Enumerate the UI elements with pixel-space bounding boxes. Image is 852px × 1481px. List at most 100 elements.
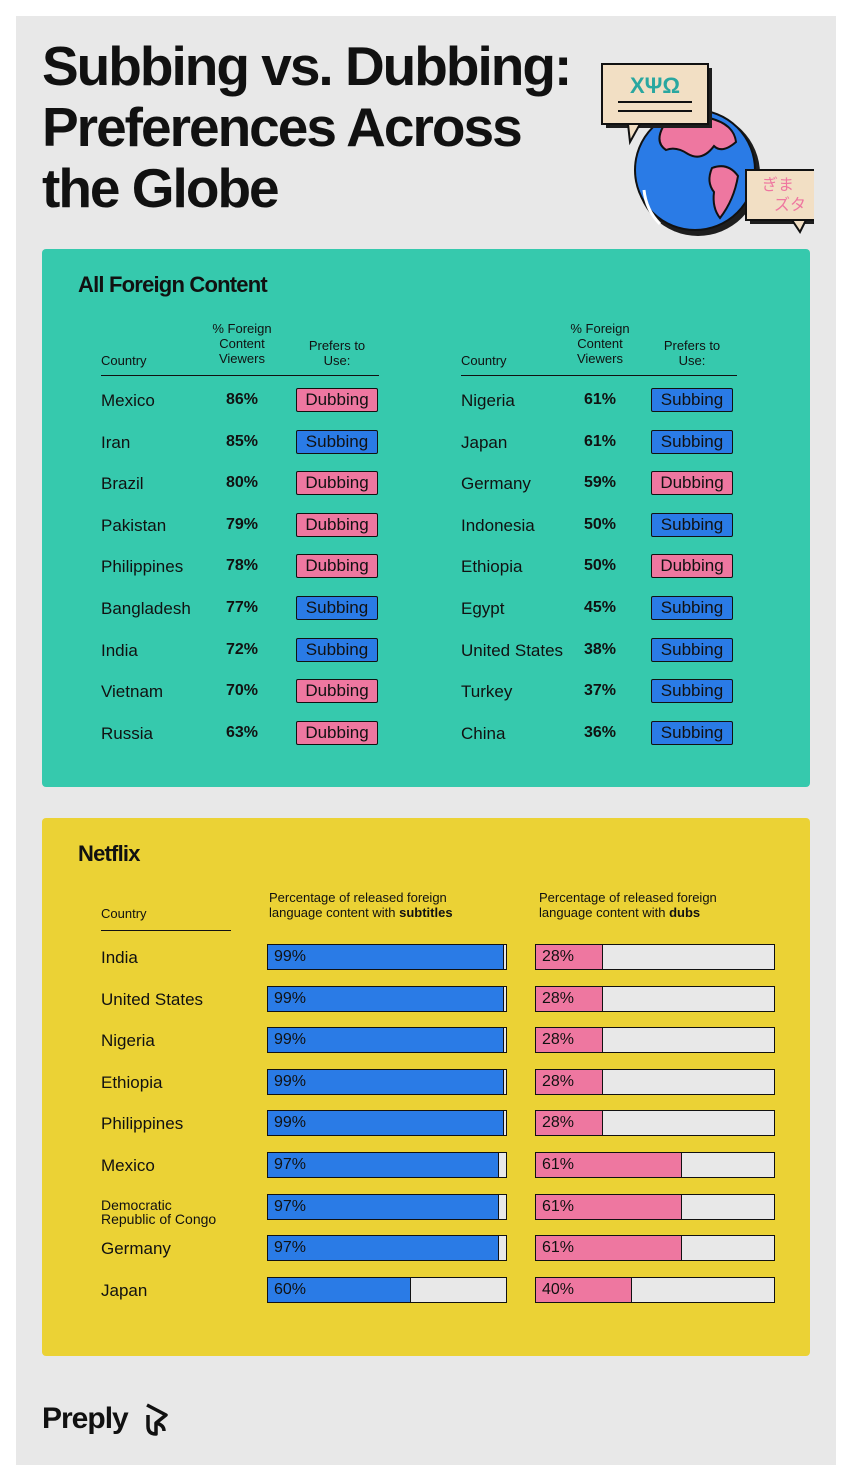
preference-badge: Dubbing [651,471,733,496]
viewer-percentage: 50% [583,557,617,575]
subtitles-bar [268,1194,499,1219]
dubs-bar [536,1153,682,1177]
header-dubs-line-2-text: language content with [539,905,670,920]
country-name: Vietnam [101,682,164,702]
dubs-bar [536,1236,682,1261]
dubs-bar-track: 40% [535,1276,775,1303]
preference-badge: Subbing [651,637,733,662]
country-name: United States [461,640,564,660]
dubs-bar [536,945,604,969]
subtitles-value-label: 99% [274,1072,307,1090]
subtitles-value-label: 99% [274,948,307,965]
country-name: Indonesia [461,515,535,535]
header-dubs-bold: dubs [669,905,701,920]
dubs-bar [536,1277,632,1302]
preference-badge: Dubbing [296,471,378,496]
header-subtitles-bold: subtitles [399,905,453,920]
speech-bubble-right: ぎま ズタ [745,169,814,234]
table-row: United States 38% Subbing [461,637,801,667]
table-row: Brazil 80% Dubbing [101,470,441,500]
header-dubs-line-2: language content with dubs [539,905,717,920]
viewer-percentage: 78% [225,557,259,575]
viewer-percentage: 72% [225,640,259,658]
country-name: Germany [461,474,531,494]
viewer-percentage: 59% [583,474,617,492]
subtitles-bar-track: 60% [267,1276,507,1303]
dubs-bar [536,1111,604,1136]
globe-icon [634,109,760,236]
country-name: Democratic Republic of Congo [101,1196,217,1227]
infographic-page: Subbing vs. Dubbing: Preferences Across … [16,16,836,1465]
preference-badge: Subbing [296,429,378,454]
subtitles-value-label: 97% [274,1156,307,1173]
country-name: Russia [101,723,153,743]
globe-illustration: ΧΨΩ ぎま ズタ [601,63,814,236]
country-name: Philippines [101,1114,184,1134]
dubs-bar [536,1069,604,1094]
dubs-value-label: 28% [542,1072,575,1090]
subtitles-bar-track: 99% [267,944,507,970]
viewer-percentage: 61% [583,432,617,450]
viewer-percentage: 36% [583,723,617,741]
page-title: Subbing vs. Dubbing: Preferences Across … [42,36,582,219]
viewer-percentage: 79% [225,515,259,533]
header-subtitles-line-1: Percentage of released foreign [269,890,447,905]
subtitles-bar [268,945,504,969]
header-viewers-left: % Foreign Content Viewers [212,321,272,366]
dubs-bar [536,986,604,1011]
subtitles-bar [268,1277,412,1302]
preference-badge: Subbing [651,720,733,745]
subtitles-bar-track: 97% [267,1152,507,1178]
preference-badge: Subbing [651,596,733,620]
header-subtitles-line-2-text: language content with [269,905,400,920]
speech-bubble-left: ΧΨΩ [601,63,712,146]
viewer-percentage: 61% [583,391,617,408]
subtitles-value-label: 60% [274,1280,307,1298]
country-name: Ethiopia [101,1072,163,1092]
title-line-2: Preferences Across [42,96,523,158]
dubs-value-label: 28% [542,1031,575,1049]
dubs-bar-track: 28% [535,1110,775,1137]
country-name: Mexico [101,1156,155,1175]
viewer-percentage: 85% [225,432,259,450]
viewer-percentage: 63% [225,723,259,741]
subtitles-value-label: 99% [274,989,307,1007]
section-title-all-foreign: All Foreign Content [78,272,268,297]
viewer-percentage: 38% [583,640,617,658]
subtitles-bar-track: 97% [267,1193,507,1220]
table-row: India 72% Subbing [101,637,441,667]
preference-badge: Subbing [651,679,733,704]
subtitles-bar [268,986,504,1011]
subtitles-value-label: 99% [274,1114,307,1132]
dubs-bar [536,1194,682,1219]
bubble-right-line-1: ぎま [762,175,794,194]
table-row: Vietnam 70% Dubbing [101,678,441,708]
subtitles-bar [268,1069,504,1094]
subtitles-bar [268,1111,504,1136]
subtitles-bar-track: 99% [267,1068,507,1095]
header-subtitles: Percentage of released foreign language … [269,890,453,920]
netflix-header-country: Country [101,906,147,921]
table-row: Japan 61% Subbing [461,429,801,459]
dubs-bar-track: 28% [535,944,775,970]
preference-badge: Subbing [651,512,733,537]
preference-badge: Subbing [651,388,733,412]
dubs-bar [536,1028,604,1053]
country-name: China [461,723,506,743]
dubs-bar-track: 28% [535,1027,775,1054]
table-row: China 36% Subbing [461,720,801,750]
country-name: Pakistan [101,515,167,535]
subtitles-value-label: 97% [274,1239,307,1257]
country-name: Iran [101,432,131,452]
dubs-value-label: 61% [542,1197,575,1215]
bubble-left-text: ΧΨΩ [630,73,680,98]
viewer-percentage: 70% [225,682,259,700]
dubs-value-label: 61% [542,1156,575,1173]
viewer-percentage: 50% [583,515,617,533]
country-name: Japan [101,1280,148,1300]
country-name: Japan [461,432,508,452]
header-country-left: Country [101,353,147,368]
subtitles-bar-track: 99% [267,985,507,1012]
dubs-bar-track: 28% [535,985,775,1012]
country-name: India [101,948,138,967]
